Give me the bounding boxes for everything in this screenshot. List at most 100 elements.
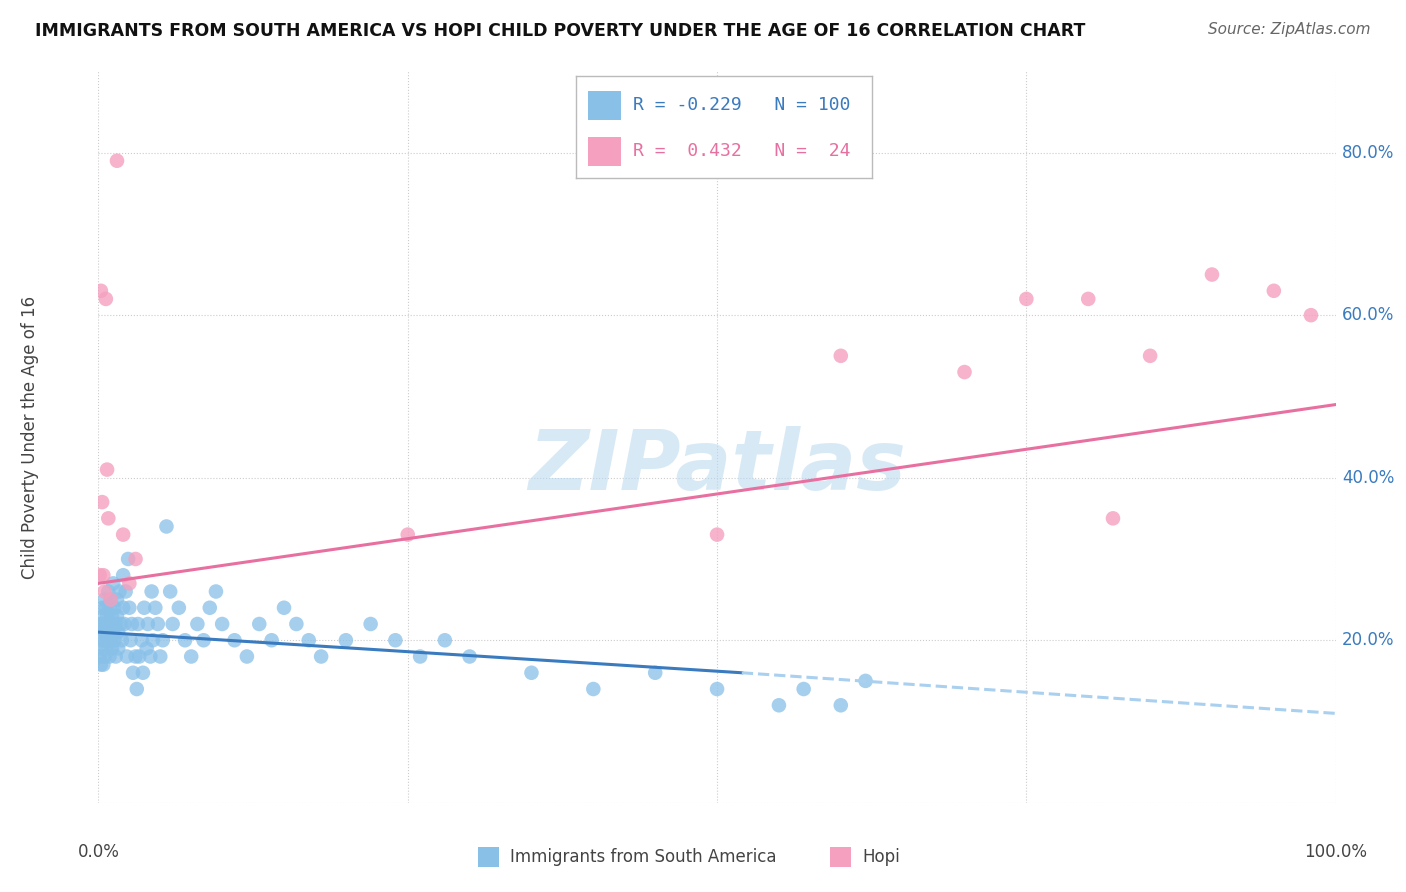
Text: Hopi: Hopi [862, 848, 900, 866]
Point [1299, 308, 1322, 322]
Point [93, 592, 115, 607]
Point [384, 633, 406, 648]
Point [396, 527, 419, 541]
Text: 80.0%: 80.0% [1341, 144, 1395, 161]
Point [100, 617, 122, 632]
Point [1201, 268, 1223, 282]
Point [298, 633, 321, 648]
Text: 60.0%: 60.0% [1341, 306, 1395, 324]
Point [103, 600, 125, 615]
Point [91, 495, 114, 509]
Point [110, 617, 132, 632]
Point [205, 584, 228, 599]
Point [706, 681, 728, 696]
Point [236, 649, 259, 664]
Point [124, 552, 146, 566]
Point [143, 600, 166, 615]
Point [118, 576, 141, 591]
Point [96, 633, 118, 648]
Point [121, 617, 143, 632]
Point [107, 641, 129, 656]
Point [830, 349, 852, 363]
Point [149, 649, 172, 664]
Point [128, 649, 150, 664]
Point [409, 649, 432, 664]
Point [94, 600, 117, 615]
Text: R = -0.229   N = 100: R = -0.229 N = 100 [633, 96, 851, 114]
Point [1102, 511, 1125, 525]
Text: 100.0%: 100.0% [1305, 843, 1367, 861]
Point [582, 681, 605, 696]
Point [146, 617, 169, 632]
Point [90, 617, 112, 632]
Bar [830, 847, 851, 867]
Point [830, 698, 852, 713]
Point [90, 284, 112, 298]
Point [101, 641, 124, 656]
Point [117, 552, 139, 566]
Point [131, 633, 153, 648]
Point [93, 633, 115, 648]
Point [104, 617, 127, 632]
Point [89, 568, 111, 582]
Point [125, 681, 148, 696]
Point [1263, 284, 1285, 298]
Point [193, 633, 215, 648]
Point [122, 665, 145, 680]
Point [186, 617, 208, 632]
Point [247, 617, 270, 632]
Point [93, 608, 115, 623]
Point [136, 617, 159, 632]
Point [100, 633, 122, 648]
Point [360, 617, 382, 632]
Point [98, 649, 121, 664]
Point [94, 292, 117, 306]
Text: 20.0%: 20.0% [1341, 632, 1395, 649]
Point [97, 584, 120, 599]
Point [97, 511, 120, 525]
Text: Source: ZipAtlas.com: Source: ZipAtlas.com [1208, 22, 1371, 37]
Point [93, 584, 115, 599]
Point [93, 568, 115, 582]
Point [112, 600, 135, 615]
Point [335, 633, 357, 648]
Text: Child Poverty Under the Age of 16: Child Poverty Under the Age of 16 [21, 295, 39, 579]
Point [100, 592, 122, 607]
Point [91, 641, 114, 656]
Point [91, 633, 114, 648]
Point [211, 617, 233, 632]
Point [96, 462, 118, 476]
Point [135, 641, 157, 656]
Point [855, 673, 877, 688]
Point [458, 649, 481, 664]
Point [174, 633, 197, 648]
Text: Immigrants from South America: Immigrants from South America [510, 848, 778, 866]
Point [105, 153, 128, 168]
Point [224, 633, 246, 648]
Point [111, 633, 134, 648]
Point [162, 617, 184, 632]
Point [89, 649, 111, 664]
Point [118, 600, 141, 615]
Point [103, 576, 125, 591]
Point [132, 665, 155, 680]
Text: R =  0.432   N =  24: R = 0.432 N = 24 [633, 142, 851, 161]
Point [706, 527, 728, 541]
Point [1077, 292, 1099, 306]
Point [644, 665, 666, 680]
Point [103, 625, 125, 640]
Point [198, 600, 221, 615]
Bar [588, 137, 620, 166]
Point [93, 649, 115, 664]
Bar [588, 91, 620, 120]
Point [96, 625, 118, 640]
Point [98, 600, 121, 615]
Point [115, 649, 138, 664]
Point [155, 519, 177, 533]
Point [94, 641, 117, 656]
Point [139, 649, 162, 664]
Bar [478, 847, 499, 867]
Point [127, 617, 149, 632]
Point [107, 625, 129, 640]
Point [103, 633, 125, 648]
